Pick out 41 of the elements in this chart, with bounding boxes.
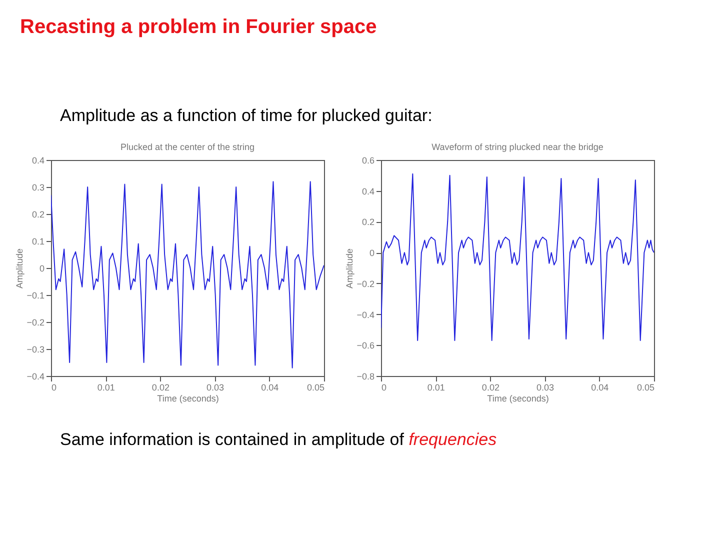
x-tick-label: 0.03: [206, 382, 224, 392]
x-tick-label: 0.04: [261, 382, 279, 392]
x-tick-label: 0: [52, 382, 57, 392]
text: frequencies: [408, 430, 497, 449]
x-axis-title: Time (seconds): [487, 394, 549, 404]
line-series: [51, 181, 324, 368]
y-tick-label: 0.2: [32, 210, 44, 220]
x-tick-label: 0.05: [306, 382, 324, 392]
x-tick-label: 0.01: [427, 382, 445, 392]
y-tick-label: −0.4: [356, 310, 374, 320]
x-tick-label: 0.05: [636, 382, 654, 392]
y-tick-label: 0.6: [362, 156, 374, 166]
text: Same information is contained in amplitude of: [60, 430, 404, 449]
x-axis-title: Time (seconds): [157, 394, 219, 404]
y-tick-label: −0.2: [26, 318, 44, 328]
y-tick-label: −0.4: [26, 372, 44, 382]
chart-title: Waveform of string plucked near the bridge: [432, 142, 604, 152]
x-tick-label: 0.04: [591, 382, 609, 392]
y-axis-title: Amplitude: [14, 248, 25, 289]
y-axis-title: Amplitude: [344, 248, 355, 289]
line-series: [381, 173, 654, 342]
y-tick-label: 0.1: [32, 236, 44, 246]
y-tick-label: 0: [369, 248, 374, 258]
text: Recasting a problem in Fourier space: [20, 16, 377, 39]
y-tick-label: −0.3: [26, 344, 44, 354]
x-tick-label: 0.03: [536, 382, 554, 392]
x-tick-label: 0.02: [482, 382, 500, 392]
text: Amplitude as a function of time for plucked guitar:: [60, 106, 432, 126]
y-tick-label: −0.1: [26, 290, 44, 300]
x-tick-label: 0: [382, 382, 387, 392]
y-tick-label: 0: [39, 264, 44, 274]
y-tick-label: −0.2: [356, 278, 374, 289]
chart-title: Plucked at the center of the string: [120, 142, 255, 152]
y-tick-label: 0.4: [362, 186, 374, 196]
y-tick-label: −0.8: [356, 372, 374, 382]
y-tick-label: 0.3: [32, 182, 44, 192]
y-tick-label: 0.2: [362, 217, 374, 228]
y-tick-label: 0.4: [32, 156, 44, 166]
y-tick-label: −0.6: [356, 340, 374, 351]
x-tick-label: 0.02: [152, 382, 170, 392]
x-tick-label: 0.01: [97, 382, 115, 392]
